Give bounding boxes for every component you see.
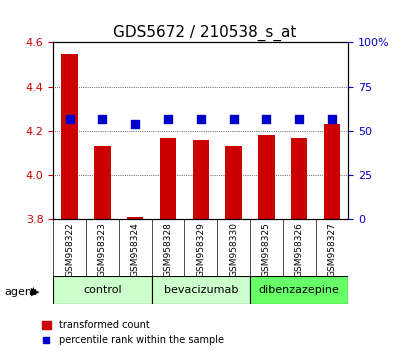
Text: dibenzazepine: dibenzazepine — [258, 285, 339, 295]
Bar — [127, 217, 143, 219]
Text: GDS5672 / 210538_s_at: GDS5672 / 210538_s_at — [113, 25, 296, 41]
Point — [230, 116, 236, 121]
Text: GSM958329: GSM958329 — [196, 222, 205, 277]
Bar — [94, 147, 110, 219]
Point — [99, 116, 106, 121]
Text: GSM958325: GSM958325 — [261, 222, 270, 277]
Text: GSM958327: GSM958327 — [327, 222, 336, 277]
Legend: transformed count, percentile rank within the sample: transformed count, percentile rank withi… — [38, 316, 227, 349]
Point — [164, 116, 171, 121]
Text: control: control — [83, 285, 121, 295]
Text: GSM958330: GSM958330 — [229, 222, 238, 277]
FancyBboxPatch shape — [53, 276, 151, 304]
Point — [66, 116, 73, 121]
Text: bevacizumab: bevacizumab — [163, 285, 238, 295]
Text: GSM958326: GSM958326 — [294, 222, 303, 277]
Bar — [160, 138, 176, 219]
Bar — [323, 124, 339, 219]
Point — [263, 116, 269, 121]
Text: GSM958322: GSM958322 — [65, 222, 74, 277]
Point — [132, 121, 138, 127]
Text: GSM958323: GSM958323 — [98, 222, 107, 277]
Text: ▶: ▶ — [31, 287, 39, 297]
Bar — [290, 138, 307, 219]
Point — [295, 116, 302, 121]
Bar — [258, 136, 274, 219]
Bar — [225, 147, 241, 219]
Bar — [61, 53, 78, 219]
Point — [328, 116, 335, 121]
FancyBboxPatch shape — [151, 276, 249, 304]
Point — [197, 116, 204, 121]
Text: agent: agent — [4, 287, 36, 297]
Text: GSM958324: GSM958324 — [130, 222, 139, 277]
Bar — [192, 140, 209, 219]
FancyBboxPatch shape — [249, 276, 348, 304]
Text: GSM958328: GSM958328 — [163, 222, 172, 277]
